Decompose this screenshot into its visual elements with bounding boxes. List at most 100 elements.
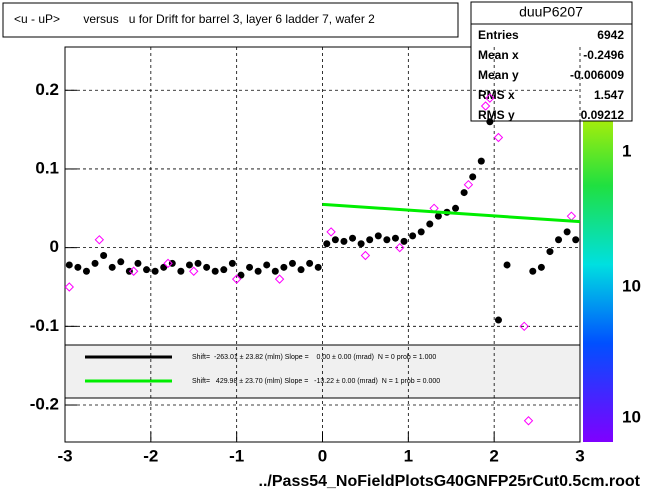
profile-point	[460, 189, 468, 197]
profile-point	[297, 266, 305, 274]
x-tick-label: 0	[318, 446, 327, 465]
profile-point	[151, 267, 159, 275]
legend-text: Shift= 429.98 ± 23.70 (mlm) Slope = -13.…	[192, 378, 440, 385]
x-tick-label: 1	[404, 446, 413, 465]
profile-point	[100, 252, 108, 260]
profile-point	[340, 237, 348, 245]
profile-point	[546, 248, 554, 256]
stats-title: duuP6207	[519, 4, 583, 20]
profile-point	[220, 266, 228, 274]
profile-point	[263, 261, 271, 269]
profile-point	[271, 267, 279, 275]
diamond-point	[519, 321, 529, 332]
stats-value: 1.547	[594, 88, 624, 102]
profile-point	[203, 263, 211, 271]
profile-point	[529, 267, 537, 275]
profile-point	[555, 236, 563, 244]
diamond-point	[64, 282, 74, 292]
stats-label: RMS x	[478, 88, 515, 102]
diamond-point	[493, 132, 504, 143]
profile-point	[306, 259, 314, 267]
profile-point	[280, 263, 288, 271]
profile-point	[426, 220, 434, 228]
stats-label: Mean x	[478, 48, 519, 62]
diamond-point	[189, 266, 199, 276]
diamond-point	[163, 258, 173, 269]
profile-point	[349, 234, 357, 242]
profile-point	[177, 267, 185, 275]
profile-point	[117, 258, 125, 266]
profile-point	[572, 236, 580, 244]
diamond-point	[395, 242, 405, 253]
profile-point	[323, 240, 331, 248]
profile-point	[288, 259, 296, 267]
stats-label: RMS y	[478, 108, 515, 122]
profile-point	[563, 228, 571, 236]
profile-point	[134, 259, 142, 267]
y-tick-label: 0.1	[35, 158, 59, 177]
profile-point	[391, 234, 399, 242]
profile-point	[374, 232, 382, 240]
profile-point	[331, 236, 339, 244]
profile-point	[108, 263, 116, 271]
profile-point	[452, 204, 460, 212]
profile-point	[486, 118, 494, 126]
stats-value: 0.09212	[581, 108, 625, 122]
profile-point	[143, 266, 151, 274]
profile-point	[254, 267, 262, 275]
palette-label: 1	[622, 141, 631, 160]
stats-box	[470, 1, 633, 122]
diamond-point	[231, 274, 242, 284]
profile-point	[228, 259, 236, 267]
x-tick-label: -3	[57, 446, 72, 465]
diamond-point	[463, 179, 474, 190]
profile-point	[160, 263, 168, 271]
profile-point	[65, 261, 73, 269]
chart-title: <u - uP> versus u for Drift for barrel 3…	[14, 12, 375, 26]
profile-point	[434, 212, 442, 220]
diamond-point	[480, 101, 491, 111]
palette-label: 10	[622, 276, 641, 295]
diamond-point	[274, 274, 285, 284]
x-tick-label: -2	[143, 446, 158, 465]
diamond-point	[360, 250, 371, 261]
profile-point	[469, 173, 477, 181]
y-tick-label: -0.2	[30, 395, 59, 414]
legend-text: Shift= -263.01 ± 23.82 (mlm) Slope = 0.0…	[192, 354, 436, 361]
profile-point	[537, 263, 545, 271]
profile-point	[494, 316, 502, 324]
title-box	[2, 2, 459, 38]
x-tick-label: 3	[575, 446, 584, 465]
x-axis-label: ../Pass54_NoFieldPlotsG40GNFP25rCut0.5cm…	[259, 473, 641, 490]
profile-point	[91, 259, 99, 267]
profile-point	[74, 263, 82, 271]
profile-point	[194, 259, 202, 267]
diamond-point	[485, 93, 495, 103]
diamond-point	[326, 227, 336, 237]
diamond-point	[128, 266, 139, 276]
profile-point	[237, 271, 245, 279]
profile-point	[82, 267, 90, 275]
profile-point	[366, 236, 374, 244]
stats-label: Mean y	[478, 68, 519, 82]
profile-point	[357, 240, 365, 248]
x-tick-label: 2	[489, 446, 498, 465]
fit-line	[322, 202, 581, 224]
palette-label: 10	[622, 407, 641, 426]
profile-point	[409, 232, 417, 240]
profile-point	[246, 263, 254, 271]
stats-value: 6942	[597, 28, 624, 42]
stats-value: -0.2496	[583, 48, 624, 62]
y-tick-label: 0	[50, 237, 59, 256]
stats-value: -0.006009	[570, 68, 624, 82]
profile-point	[383, 236, 391, 244]
profile-point	[314, 263, 322, 271]
stats-label: Entries	[478, 28, 519, 42]
profile-point	[400, 237, 408, 245]
diamond-point	[523, 416, 534, 426]
y-tick-label: -0.1	[30, 316, 59, 335]
profile-point	[185, 261, 193, 269]
profile-point	[211, 267, 219, 275]
y-tick-label: 0.2	[35, 80, 59, 99]
